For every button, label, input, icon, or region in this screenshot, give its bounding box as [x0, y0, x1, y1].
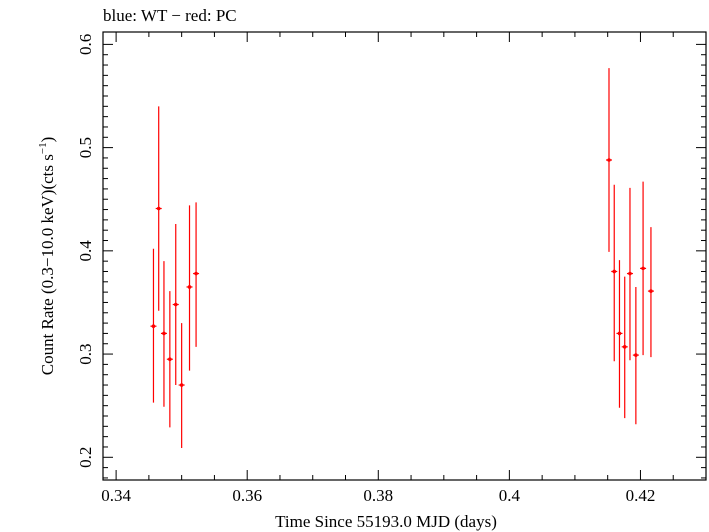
data-point: [172, 224, 179, 386]
point-marker: [607, 158, 611, 162]
data-point: [193, 202, 200, 347]
point-marker: [173, 302, 178, 307]
y-axis: 0.2 0.3 0.4 0.5 0.6: [76, 34, 706, 479]
data-point: [605, 68, 612, 252]
data-point: [150, 248, 157, 403]
point-marker: [179, 383, 184, 387]
data-point: [626, 187, 633, 361]
data-point: [647, 227, 654, 358]
point-marker: [617, 331, 622, 336]
point-marker: [151, 324, 156, 328]
data-series-pc: [150, 68, 654, 448]
y-tick-label: 0.6: [76, 34, 95, 55]
point-marker: [162, 331, 166, 336]
point-marker: [612, 269, 617, 274]
point-marker: [628, 271, 632, 276]
x-tick-label: 0.42: [626, 486, 656, 505]
y-tick-label: 0.5: [76, 137, 95, 158]
y-axis-label-main: Count Rate (0.3−10.0 keV)(cts s: [38, 154, 57, 375]
y-tick-label: 0.2: [76, 447, 95, 468]
plot-frame: [102, 31, 707, 481]
plot-border: [102, 31, 707, 481]
y-axis-label-close: ): [38, 137, 57, 143]
data-point: [160, 261, 167, 407]
y-tick-label: 0.3: [76, 343, 95, 364]
x-tick-label: 0.34: [101, 486, 131, 505]
point-marker: [187, 285, 192, 289]
point-marker: [194, 271, 198, 276]
data-point: [632, 286, 639, 425]
point-marker: [622, 345, 627, 349]
data-point: [616, 260, 623, 408]
x-tick-label: 0.36: [232, 486, 262, 505]
point-marker: [634, 353, 638, 357]
data-point: [186, 205, 193, 371]
point-marker: [156, 206, 161, 211]
chart-title: blue: WT − red: PC: [103, 6, 237, 25]
point-marker: [168, 357, 172, 362]
data-point: [178, 323, 185, 448]
x-axis-label: Time Since 55193.0 MJD (days): [275, 512, 497, 531]
data-point: [166, 291, 173, 428]
y-axis-label-exponent: −1: [37, 142, 49, 154]
data-point: [155, 106, 162, 311]
point-marker: [641, 266, 645, 271]
x-tick-label: 0.38: [363, 486, 393, 505]
data-point: [621, 276, 628, 419]
x-axis: 0.34 0.36 0.38 0.4 0.42: [101, 32, 707, 505]
y-axis-label: Count Rate (0.3−10.0 keV)(cts s−1): [37, 137, 57, 376]
x-tick-label: 0.4: [499, 486, 521, 505]
y-tick-label: 0.4: [76, 240, 95, 262]
data-point: [640, 181, 647, 356]
point-marker: [649, 289, 653, 293]
data-point: [611, 184, 618, 362]
